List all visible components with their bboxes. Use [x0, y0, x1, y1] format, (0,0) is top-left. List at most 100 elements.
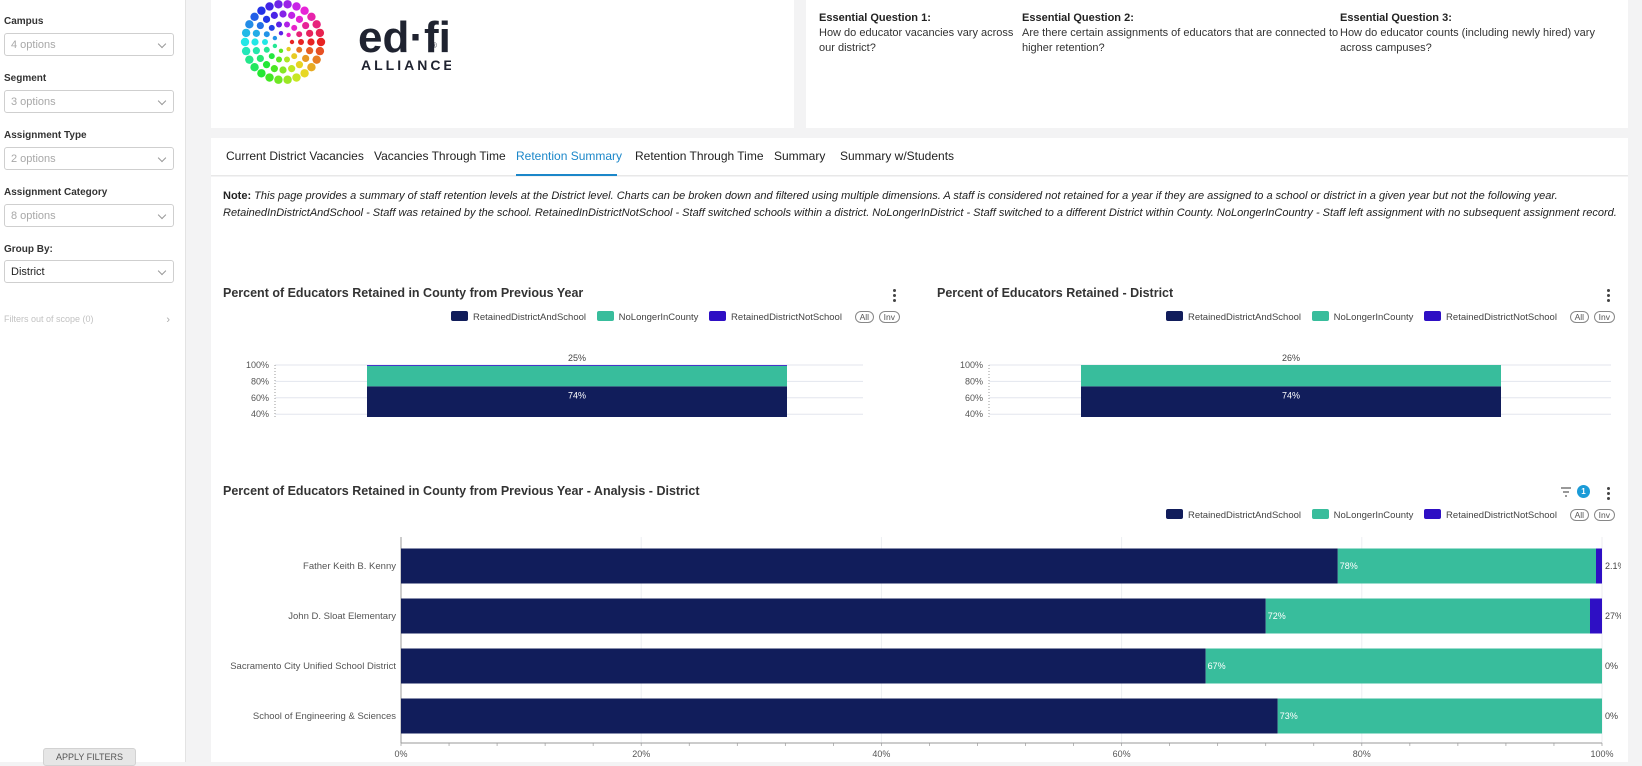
assignment-type-select-value: 2 options: [11, 153, 56, 165]
tab-retention-through-time[interactable]: Retention Through Time: [635, 149, 764, 163]
logo-dot: [302, 21, 310, 30]
bar-segment: [401, 598, 1266, 634]
logo-dot: [291, 24, 298, 31]
logo-dot: [270, 65, 278, 73]
chart-countywide: 0%20%40%60%80%100%74%25%Countywide: [246, 353, 863, 417]
x-tick-label: 20%: [632, 749, 650, 757]
x-tick-label: 60%: [1113, 749, 1131, 757]
chevron-down-icon: [157, 266, 167, 276]
eq1-text: How do educator vacancies vary across ou…: [819, 27, 1014, 54]
tab-vacancies-through-time[interactable]: Vacancies Through Time: [374, 149, 506, 163]
logo-dot: [268, 53, 275, 60]
logo-dot: [252, 29, 260, 37]
tab-summary-with-students[interactable]: Summary w/Students: [840, 149, 955, 163]
data-label: 67%: [1208, 661, 1226, 671]
tab-bar: Current District Vacancies Vacancies Thr…: [211, 138, 1628, 176]
legend-invert-button[interactable]: Inv: [878, 311, 901, 323]
y-tick-label: 60%: [251, 393, 269, 403]
tab-current-district-vacancies[interactable]: Current District Vacancies: [226, 149, 364, 163]
chart-title-district: Percent of Educators Retained - District: [937, 286, 1174, 300]
logo-dot: [298, 39, 304, 45]
filter-label-assignment-category: Assignment Category: [4, 187, 108, 198]
bar-segment: [1277, 698, 1602, 734]
chart-menu-icon[interactable]: [1607, 487, 1610, 502]
bar-segment: [401, 698, 1278, 734]
logo-dot: [288, 65, 296, 73]
apply-filters-button[interactable]: APPLY FILTERS: [43, 748, 136, 766]
y-tick-label: 100%: [960, 360, 983, 370]
y-tick-label: Sacramento City Unified School District: [230, 661, 396, 672]
logo-dot: [286, 32, 291, 38]
logo-subtitle: ALLIANCE: [361, 57, 451, 73]
assignment-category-select[interactable]: 8 options: [4, 204, 174, 227]
data-label: 74%: [568, 390, 586, 400]
segment-select-value: 3 options: [11, 96, 56, 108]
y-tick-label: School of Engineering & Sciences: [253, 711, 396, 722]
logo-dot: [252, 47, 260, 55]
filters-out-of-scope[interactable]: Filters out of scope (0) ›: [4, 314, 174, 326]
chart-menu-icon[interactable]: [893, 289, 896, 304]
data-label: 73%: [1280, 711, 1298, 721]
logo-dot: [296, 46, 303, 53]
legend-item[interactable]: NoLongerInCounty: [1311, 509, 1413, 521]
bar-segment: [401, 648, 1206, 684]
y-tick-label: Father Keith B. Kenny: [303, 561, 396, 572]
group-by-select[interactable]: District: [4, 260, 174, 283]
legend-invert-button[interactable]: Inv: [1593, 509, 1616, 521]
logo-dots-icon: [240, 0, 326, 84]
logo-dot: [312, 55, 321, 64]
chart-district: 0%20%40%60%80%100%74%26%Sacramento City …: [960, 353, 1611, 417]
data-label: 74%: [1282, 390, 1300, 400]
logo-dot: [262, 15, 271, 23]
legend-item[interactable]: RetainedDistrictAndSchool: [1166, 509, 1301, 521]
legend-invert-button[interactable]: Inv: [1593, 311, 1616, 323]
legend-all-button[interactable]: All: [854, 311, 875, 323]
filter-icon[interactable]: [1560, 486, 1574, 498]
logo-dot: [262, 61, 271, 69]
logo-dot: [245, 55, 254, 64]
bar-segment: [1205, 648, 1602, 684]
legend-item[interactable]: NoLongerInCounty: [596, 311, 698, 323]
bar-segment: [367, 386, 787, 417]
logo-dot: [289, 39, 295, 45]
logo-dot: [302, 54, 310, 63]
segment-select[interactable]: 3 options: [4, 90, 174, 113]
logo-dot: [288, 11, 296, 19]
logo-dot: [292, 2, 301, 11]
x-tick-label: 0%: [394, 749, 407, 757]
legend-item[interactable]: RetainedDistrictAndSchool: [451, 311, 586, 323]
campus-select[interactable]: 4 options: [4, 33, 174, 56]
chart-legend-district: RetainedDistrictAndSchool NoLongerInCoun…: [1166, 311, 1616, 323]
tab-retention-summary[interactable]: Retention Summary: [516, 149, 623, 163]
note-text: This page provides a summary of staff re…: [223, 190, 1617, 219]
logo-dot: [274, 75, 283, 84]
legend-item[interactable]: RetainedDistrictNotSchool: [1424, 509, 1557, 521]
chart-menu-icon[interactable]: [1607, 289, 1610, 304]
legend-all-button[interactable]: All: [1569, 509, 1590, 521]
logo-registered-mark: ®: [431, 41, 437, 50]
logo-dot: [256, 54, 264, 63]
logo-dot: [272, 35, 278, 41]
legend-item[interactable]: RetainedDistrictAndSchool: [1166, 311, 1301, 323]
eq2-title: Essential Question 2:: [1022, 12, 1134, 24]
chevron-down-icon: [157, 96, 167, 106]
y-tick-label: 80%: [965, 376, 983, 386]
filter-label-assignment-type: Assignment Type: [4, 130, 87, 141]
legend-item[interactable]: RetainedDistrictNotSchool: [709, 311, 842, 323]
y-tick-label: 40%: [251, 409, 269, 417]
legend-item[interactable]: RetainedDistrictNotSchool: [1424, 311, 1557, 323]
logo-dot: [263, 31, 270, 38]
logo-dot: [278, 48, 284, 53]
tab-summary[interactable]: Summary: [774, 149, 826, 163]
filter-label-campus: Campus: [4, 16, 44, 27]
logo-wordmark: ed·fi: [358, 13, 451, 62]
legend-all-button[interactable]: All: [1569, 311, 1590, 323]
legend-item[interactable]: NoLongerInCounty: [1311, 311, 1413, 323]
active-tab-indicator: [516, 174, 617, 176]
filter-count-badge: 1: [1577, 485, 1590, 498]
assignment-type-select[interactable]: 2 options: [4, 147, 174, 170]
logo-dot: [300, 6, 309, 15]
logo-dot: [251, 38, 259, 46]
chart-analysis: 0% 20% 40% 60% 80% 100% Father Keith B. Kenny 7…: [230, 537, 1621, 757]
note-label: Note:: [223, 190, 252, 202]
